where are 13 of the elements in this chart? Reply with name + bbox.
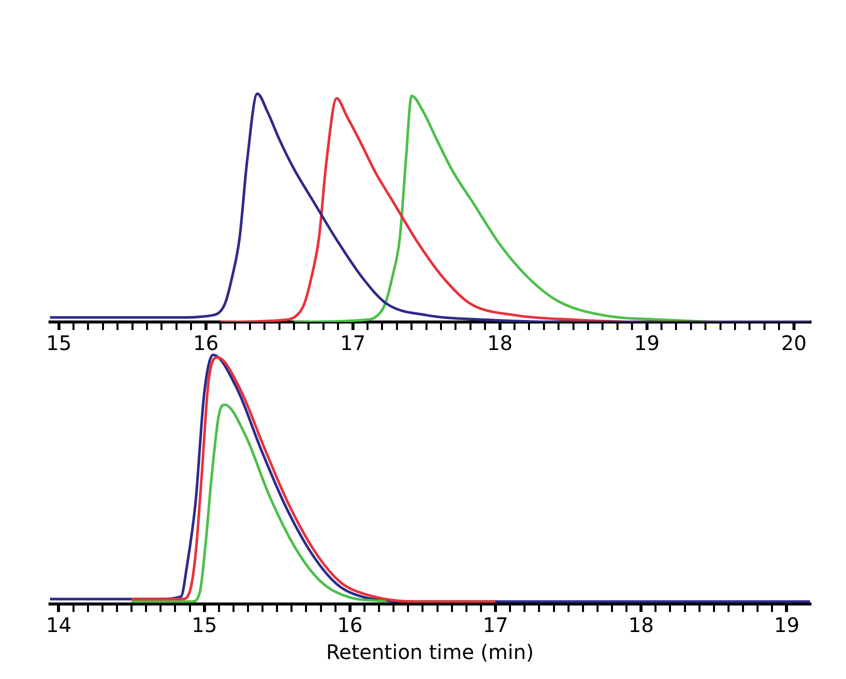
x-tick-label: 16	[193, 331, 219, 356]
x-tick-label: 16	[337, 613, 363, 638]
x-tick-label: 15	[192, 613, 218, 638]
x-tick-label: 14	[46, 613, 72, 638]
x-tick-label: 19	[634, 331, 660, 356]
x-tick-label: 18	[628, 613, 654, 638]
x-tick-label: 20	[781, 331, 807, 356]
x-axis-title: Retention time (min)	[326, 640, 534, 664]
x-tick-label: 18	[487, 331, 513, 356]
x-tick-label: 15	[46, 331, 72, 356]
x-tick-label: 17	[340, 331, 366, 356]
x-tick-label: 17	[482, 613, 508, 638]
x-tick-label: 19	[774, 613, 800, 638]
